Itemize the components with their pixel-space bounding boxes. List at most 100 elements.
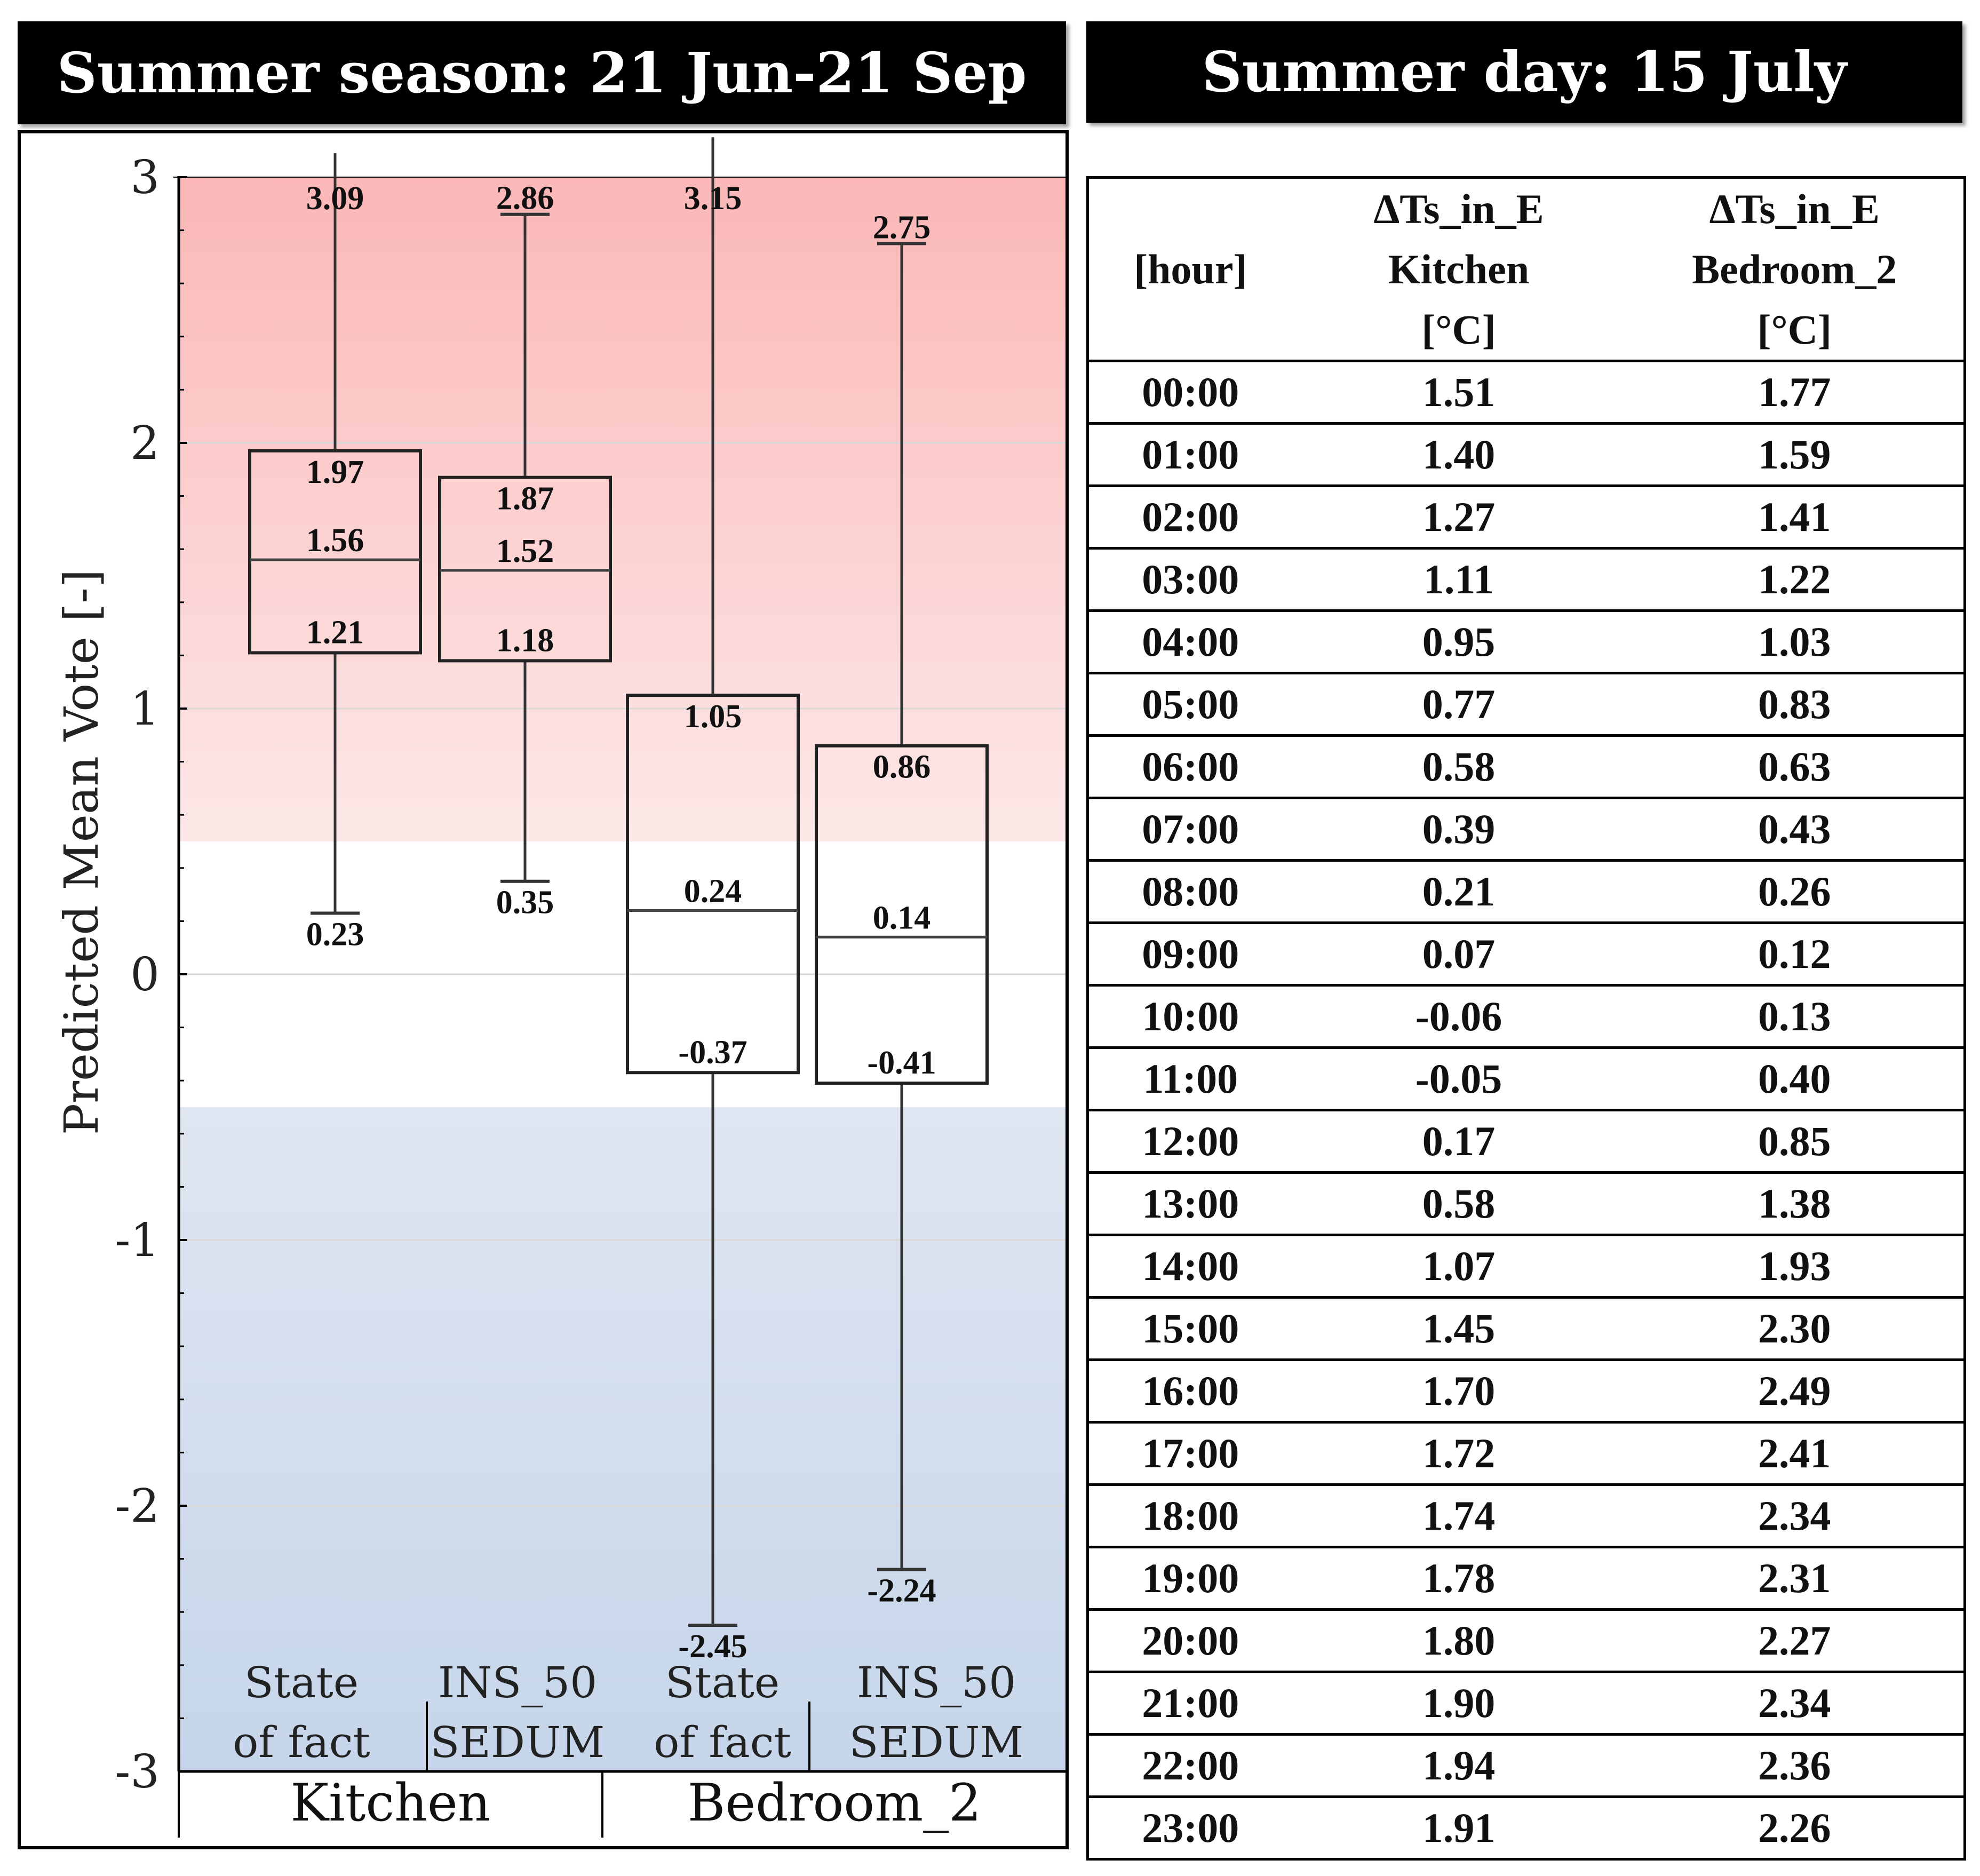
pmv-boxplot-panel: 3 2 1 0 -1 -2 -3 Predicted Mean Vote [-] 3.09 1.… — [18, 130, 1069, 1849]
table-cell: 1.07 — [1292, 1235, 1626, 1299]
table-cell: 0.58 — [1292, 1172, 1626, 1236]
whisker-high-label: 2.75 — [873, 210, 931, 246]
iqr-box — [815, 744, 989, 1085]
table-cell: 1.41 — [1625, 486, 1965, 550]
table-row: 07:00 0.39 0.43 — [1087, 798, 1965, 862]
table-cell: 21:00 — [1087, 1672, 1292, 1736]
table-cell: 1.11 — [1292, 548, 1626, 612]
category-label: of fact — [654, 1718, 791, 1767]
table-cell: 0.17 — [1292, 1110, 1626, 1174]
whisker-low-label: -2.24 — [867, 1573, 936, 1609]
table-cell: 1.72 — [1292, 1422, 1626, 1486]
table-cell: 03:00 — [1087, 548, 1292, 612]
boxplot-3 — [626, 137, 800, 1627]
table-cell: 2.34 — [1625, 1484, 1965, 1548]
table-cell: 0.12 — [1625, 923, 1965, 987]
table-cell: 0.83 — [1625, 673, 1965, 737]
table-row: 12:00 0.17 0.85 — [1087, 1110, 1965, 1174]
chart-title-banner: Summer season: 21 Jun-21 Sep — [18, 21, 1066, 124]
table-cell: 12:00 — [1087, 1110, 1292, 1174]
table-row: 10:00 -0.06 0.13 — [1087, 985, 1965, 1049]
table-row: 19:00 1.78 2.31 — [1087, 1547, 1965, 1611]
table-row: 05:00 0.77 0.83 — [1087, 673, 1965, 737]
category-label: State — [244, 1658, 359, 1707]
median-label: 1.52 — [496, 533, 554, 569]
category-label: INS_50 — [857, 1658, 1016, 1707]
group-label: Kitchen — [290, 1773, 490, 1833]
whisker-low-label: -2.45 — [678, 1628, 747, 1665]
table-cell: 2.30 — [1625, 1297, 1965, 1361]
table-cell: 1.51 — [1292, 361, 1626, 425]
y-tick-label: 2 — [130, 417, 160, 470]
boxplot-1 — [248, 153, 422, 915]
chart-frame — [18, 130, 1069, 1849]
table-cell: 0.58 — [1292, 735, 1626, 799]
table-cell: 23:00 — [1087, 1796, 1292, 1861]
table-cell: 2.41 — [1625, 1422, 1965, 1486]
table-cell: 1.94 — [1292, 1734, 1626, 1798]
table-cell: 0.43 — [1625, 798, 1965, 862]
y-axis-label: Predicted Mean Vote [-] — [54, 569, 109, 1135]
table-row: 15:00 1.45 2.30 — [1087, 1297, 1965, 1361]
table-row: 06:00 0.58 0.63 — [1087, 735, 1965, 799]
category-label: of fact — [233, 1718, 370, 1767]
table-cell: 1.80 — [1292, 1609, 1626, 1673]
table-cell: 19:00 — [1087, 1547, 1292, 1611]
whisker-low-label: 0.23 — [306, 916, 364, 952]
table-cell: 1.45 — [1292, 1297, 1626, 1361]
y-tick-label: 1 — [130, 682, 160, 736]
table-cell: 1.90 — [1292, 1672, 1626, 1736]
table-row: 08:00 0.21 0.26 — [1087, 860, 1965, 924]
table-row: 04:00 0.95 1.03 — [1087, 610, 1965, 674]
table-cell: 1.91 — [1292, 1796, 1626, 1861]
table-cell: 17:00 — [1087, 1422, 1292, 1486]
delta-ts-table: [hour] ΔTs_in_E Kitchen [°C] ΔTs_in_E Bedroom… — [1086, 176, 1966, 1861]
q1-label: -0.41 — [867, 1045, 936, 1081]
header-line: ΔTs_in_E — [1709, 186, 1880, 232]
warm-comfort-band — [179, 177, 1065, 841]
table-row: 02:00 1.27 1.41 — [1087, 486, 1965, 550]
table-cell: 1.74 — [1292, 1484, 1626, 1548]
table-cell: 02:00 — [1087, 486, 1292, 550]
q3-label: 1.05 — [684, 698, 742, 735]
group-label: Bedroom_2 — [688, 1773, 981, 1833]
y-tick-label: -1 — [115, 1214, 160, 1267]
table-row: 23:00 1.91 2.26 — [1087, 1796, 1965, 1861]
boxplot-4 — [815, 242, 989, 1571]
table-header-cell: [hour] — [1087, 176, 1292, 362]
table-cell: 04:00 — [1087, 610, 1292, 674]
q3-label: 0.86 — [873, 749, 931, 785]
header-line: Bedroom_2 — [1692, 246, 1897, 292]
iqr-box — [626, 694, 800, 1075]
table-row: 01:00 1.40 1.59 — [1087, 423, 1965, 487]
whisker-low-label: 0.35 — [496, 885, 554, 921]
table-cell: 16:00 — [1087, 1360, 1292, 1424]
hourly-table-panel: [hour] ΔTs_in_E Kitchen [°C] ΔTs_in_E Bedroom… — [1086, 176, 1966, 1861]
table-cell: 18:00 — [1087, 1484, 1292, 1548]
header-line: Kitchen — [1388, 246, 1530, 292]
table-cell: -0.05 — [1292, 1047, 1626, 1111]
table-cell: 1.22 — [1625, 548, 1965, 612]
table-cell: 0.40 — [1625, 1047, 1965, 1111]
header-line: [°C] — [1421, 306, 1496, 353]
category-label: SEDUM — [849, 1718, 1024, 1767]
table-cell: 0.95 — [1292, 610, 1626, 674]
table-cell: 2.34 — [1625, 1672, 1965, 1736]
table-cell: 07:00 — [1087, 798, 1292, 862]
table-cell: 14:00 — [1087, 1235, 1292, 1299]
table-title-banner: Summer day: 15 July — [1086, 21, 1962, 123]
table-cell: 13:00 — [1087, 1172, 1292, 1236]
table-cell: 2.26 — [1625, 1796, 1965, 1861]
table-cell: 0.21 — [1292, 860, 1626, 924]
table-header-cell: ΔTs_in_E Bedroom_2 [°C] — [1625, 176, 1965, 362]
table-row: 17:00 1.72 2.41 — [1087, 1422, 1965, 1486]
table-cell: 2.27 — [1625, 1609, 1965, 1673]
y-tick-label: -2 — [115, 1480, 160, 1533]
table-cell: 0.39 — [1292, 798, 1626, 862]
whisker-high-label: 3.09 — [306, 180, 364, 217]
table-row: 14:00 1.07 1.93 — [1087, 1235, 1965, 1299]
table-cell: 0.85 — [1625, 1110, 1965, 1174]
table-header-row: [hour] ΔTs_in_E Kitchen [°C] ΔTs_in_E Bedroom… — [1087, 176, 1965, 362]
y-tick-label: -3 — [115, 1745, 160, 1799]
q3-label: 1.97 — [306, 454, 364, 490]
